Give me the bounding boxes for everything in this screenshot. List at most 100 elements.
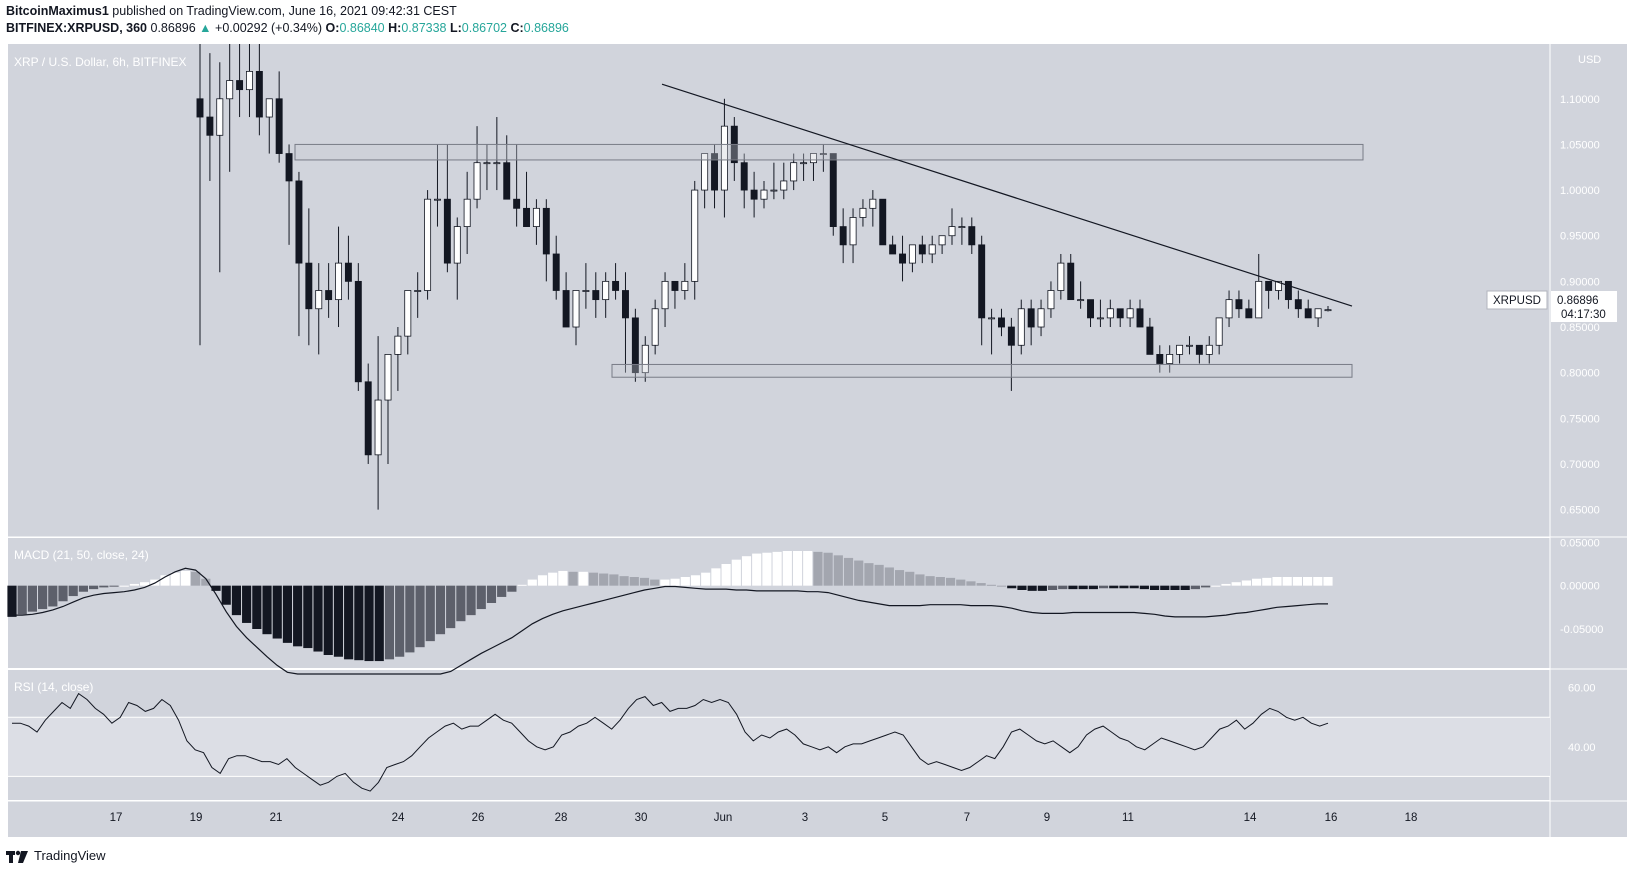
candle-body (998, 317, 1005, 328)
macd-histogram-bar (252, 585, 262, 629)
macd-histogram-bar (1292, 577, 1302, 586)
candle-body (424, 198, 432, 291)
candle-body (344, 262, 352, 282)
macd-histogram-bar (344, 585, 354, 660)
candle-body (918, 244, 926, 255)
macd-histogram-bar (537, 575, 548, 586)
macd-histogram-bar (1160, 585, 1170, 590)
candle-body (1205, 344, 1213, 355)
macd-histogram-bar (741, 556, 752, 586)
candle-body (1126, 308, 1134, 319)
macd-histogram-bar (170, 572, 180, 586)
candle-body (404, 290, 412, 337)
macd-histogram-bar (1200, 585, 1211, 588)
price-scale-pane[interactable] (1550, 44, 1627, 837)
macd-histogram-bar (762, 552, 772, 586)
candles-group (196, 44, 1332, 510)
footer-brand[interactable]: TradingView (34, 848, 106, 863)
candle-body (1077, 299, 1085, 302)
candle-body (958, 226, 966, 228)
macd-histogram-bar (966, 581, 976, 586)
candle-body (483, 162, 491, 165)
candle-body (384, 354, 392, 401)
low-label: L: (449, 21, 462, 35)
candle-body (760, 189, 768, 200)
price-tick-label: 1.05000 (1560, 139, 1600, 151)
candle-body (1057, 262, 1065, 291)
macd-histogram-bar (191, 571, 201, 586)
candle-body (1284, 280, 1292, 301)
price-pane[interactable] (8, 44, 1550, 537)
macd-histogram-bar (7, 585, 17, 617)
macd-histogram-bar (996, 585, 1007, 587)
candle-body (711, 153, 718, 191)
macd-histogram-bar (1129, 585, 1139, 589)
candle-body (1215, 317, 1223, 346)
rsi-line (12, 692, 1329, 792)
candle-body (335, 262, 342, 301)
time-tick-label: 9 (1044, 812, 1050, 824)
macd-tick-label: 0.05000 (1560, 537, 1600, 549)
time-tick-label: 19 (190, 812, 203, 824)
candle-body (295, 180, 303, 264)
candle-body (542, 207, 550, 255)
candle-body (1235, 299, 1243, 310)
macd-histogram-bar (89, 585, 99, 590)
candle-body (1255, 280, 1263, 319)
macd-histogram-bar (1272, 577, 1282, 586)
macd-histogram-bar (395, 585, 405, 657)
macd-line (12, 567, 1328, 675)
macd-histogram-bar (160, 575, 170, 586)
candle-body (325, 290, 333, 301)
x-ticks-group: 17 19 21 24 26 28 30 Jun 3 5 7 9 11 14 16 18 (110, 812, 1418, 824)
macd-histogram-bar (456, 585, 466, 622)
macd-histogram-bar (38, 585, 48, 610)
macd-histogram-bar (945, 577, 956, 586)
macd-histogram-bar (833, 555, 843, 586)
macd-histogram-bar (1251, 578, 1262, 586)
price-tick-label: 0.70000 (1560, 459, 1600, 471)
macd-histogram-bar (956, 579, 966, 586)
time-tick-label: 14 (1244, 812, 1257, 824)
candle-body (968, 226, 976, 246)
candle-body (473, 162, 481, 200)
candle-body (1265, 280, 1273, 291)
macd-histogram-bar (782, 551, 792, 586)
macd-histogram-bar (599, 573, 609, 586)
macd-histogram-bar (313, 585, 323, 652)
macd-histogram-bar (282, 585, 293, 643)
candle-body (1294, 299, 1302, 310)
macd-histogram-bar (303, 585, 313, 649)
candle-body (1225, 299, 1233, 319)
candle-body (592, 290, 600, 301)
macd-histogram-bar (17, 585, 27, 615)
macd-histogram-bar (1180, 585, 1190, 590)
macd-histogram-bar (1027, 585, 1037, 591)
candle-body (978, 244, 986, 319)
macd-histogram-bar (384, 585, 395, 660)
macd-histogram-bar (374, 585, 384, 662)
macd-histogram-bar (670, 578, 680, 586)
candle-body (661, 280, 669, 310)
macd-histogram-bar (558, 570, 568, 586)
candle-body (1136, 308, 1144, 328)
macd-histogram-bar (1109, 585, 1119, 589)
macd-pane-title: MACD (21, 50, close, 24) (14, 548, 149, 562)
candle-body (1007, 326, 1015, 346)
macd-histogram-bar (48, 585, 58, 607)
candle-body (374, 399, 382, 456)
candle-body (1195, 344, 1203, 355)
macd-histogram-bar (78, 585, 89, 592)
author-name[interactable]: BitcoinMaximus1 (6, 4, 109, 18)
macd-histogram-bar (1007, 585, 1017, 589)
candle-body (1037, 308, 1045, 328)
candle-body (1166, 354, 1174, 364)
candle-body (1245, 308, 1253, 319)
macd-histogram-bar (119, 585, 129, 587)
candle-body (770, 189, 778, 192)
macd-histogram-bar (1098, 585, 1109, 589)
macd-histogram-bar (772, 551, 782, 586)
low-value: 0.86702 (461, 21, 507, 35)
